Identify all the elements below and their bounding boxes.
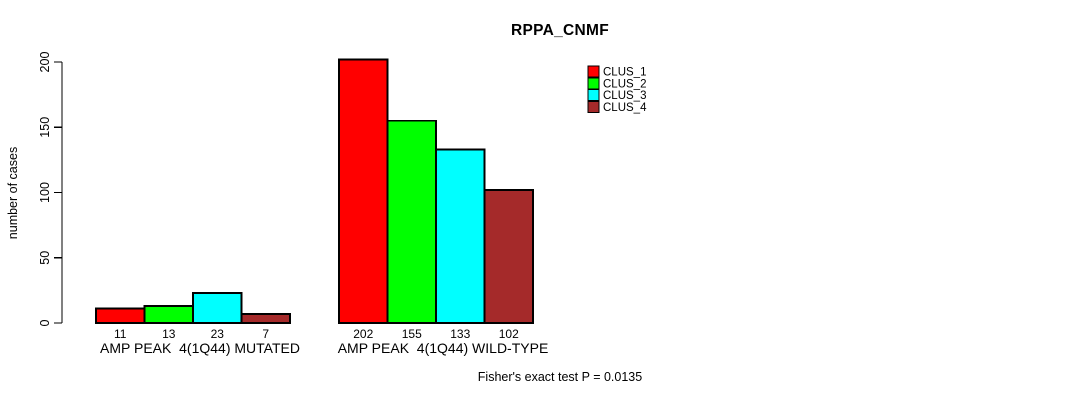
legend-label: CLUS_1 [603,67,646,79]
y-tick-label: 50 [38,251,52,265]
category-label: AMP PEAK 4(1Q44) MUTATED [100,340,300,356]
chart-title: RPPA_CNMF [510,22,610,39]
legend-label: CLUS_3 [603,90,646,102]
legend-swatch-clus_4 [587,100,600,113]
bar-clus_1-group2 [338,58,389,324]
bar-value-label: 155 [402,327,422,341]
bar-value-label: 13 [162,327,176,341]
bar-clus_1-group1 [95,307,146,324]
bar-clus_3-group1 [192,292,243,324]
bar-clus_2-group1 [143,305,194,324]
bar-value-label: 102 [499,327,519,341]
bar-value-label: 202 [353,327,373,341]
y-tick-label: 150 [38,117,52,138]
bar-value-label: 23 [211,327,225,341]
bar-value-label: 133 [450,327,470,341]
legend-swatch-clus_1 [587,65,600,78]
legend-label: CLUS_2 [603,78,646,90]
y-tick-label: 0 [38,319,52,326]
fisher-test-annotation: Fisher's exact test P = 0.0135 [477,370,643,384]
legend-label: CLUS_4 [603,102,647,114]
legend-swatch-clus_2 [587,77,600,90]
bar-value-label: 11 [114,327,127,341]
bar-value-label: 7 [262,327,269,341]
bar-clus_4-group1 [240,312,291,324]
bar-clus_2-group2 [386,119,437,324]
legend-swatch-clus_3 [587,89,600,102]
bar-clus_4-group2 [483,188,534,324]
category-label: AMP PEAK 4(1Q44) WILD-TYPE [338,340,549,356]
y-tick-label: 200 [38,52,52,73]
y-tick-label: 100 [38,182,52,203]
bar-clus_3-group2 [435,148,486,324]
